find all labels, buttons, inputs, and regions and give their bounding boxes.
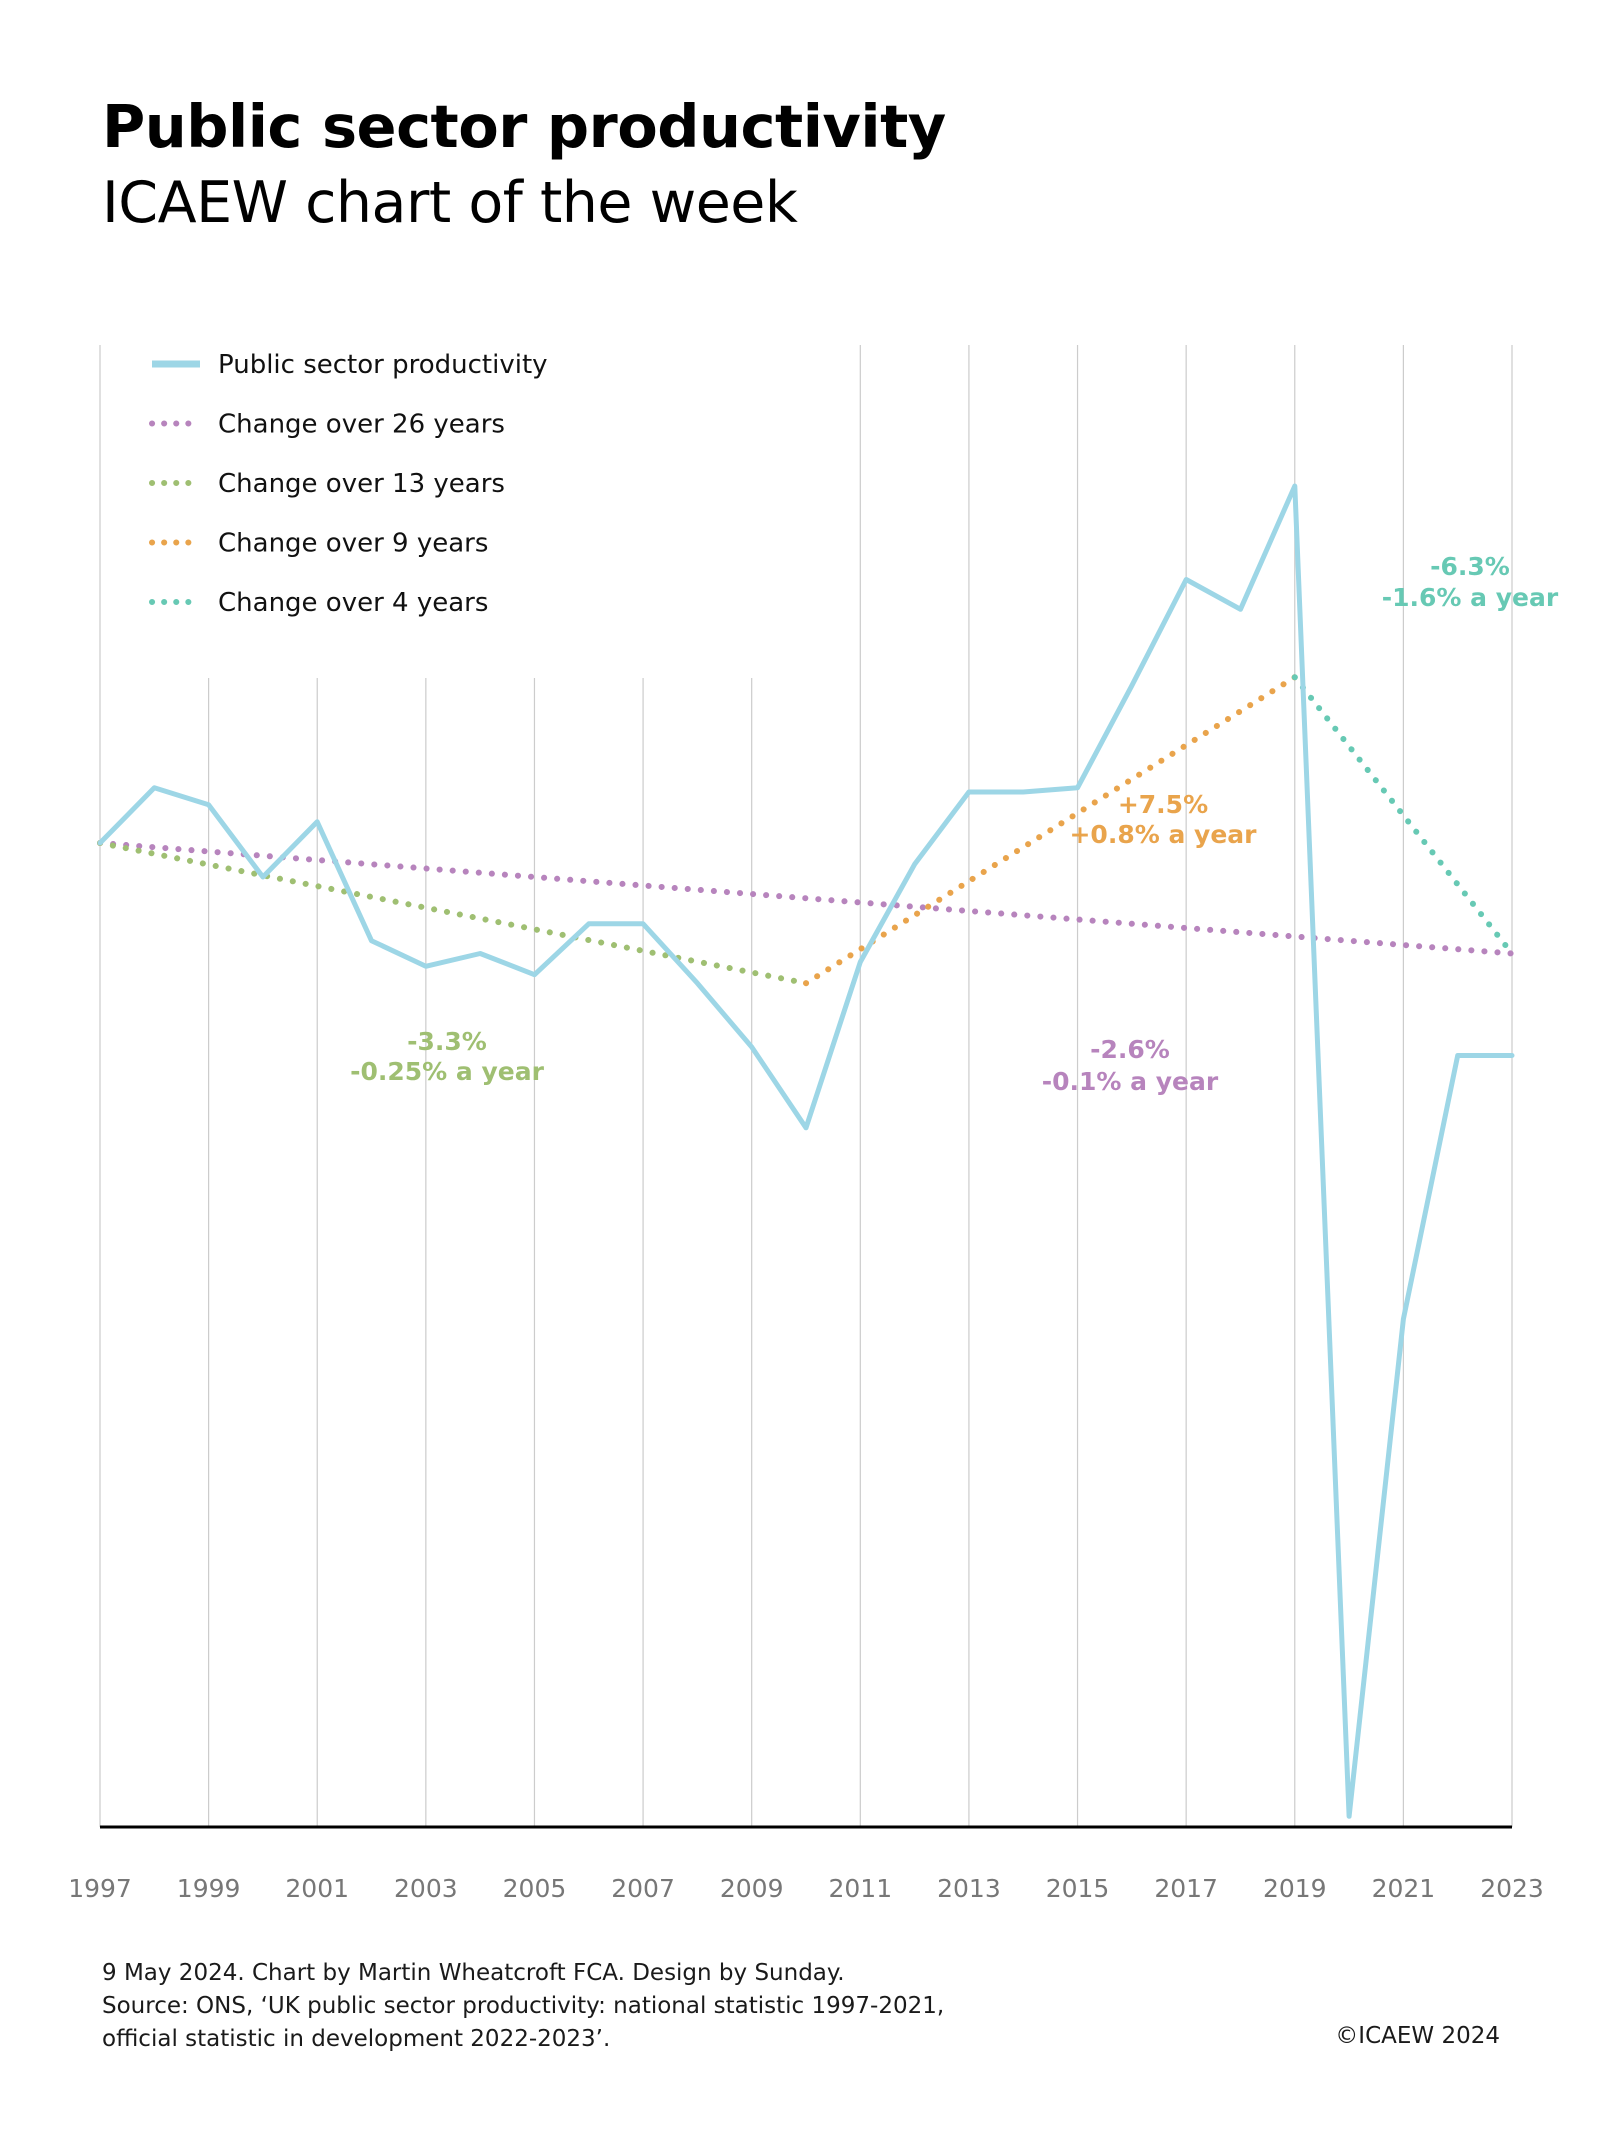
footer: 9 May 2024. Chart by Martin Wheatcroft F… bbox=[102, 1957, 944, 2056]
x-tick-label-1999: 1999 bbox=[177, 1874, 241, 1903]
footer-date-credit: 9 May 2024. Chart by Martin Wheatcroft F… bbox=[102, 1960, 845, 1986]
x-tick-label-2021: 2021 bbox=[1372, 1874, 1436, 1903]
series-line-change26 bbox=[97, 840, 1515, 957]
x-tick-label-2011: 2011 bbox=[828, 1874, 892, 1903]
x-tick-label-2015: 2015 bbox=[1046, 1874, 1110, 1903]
gridlines bbox=[99, 345, 1513, 1827]
annotations: -3.3%-0.25% a year -2.6% -0.1% a year +7.5%… bbox=[350, 552, 1559, 1096]
annotation-change4-annual: -1.6% a year bbox=[1382, 583, 1559, 612]
series-line-productivity bbox=[97, 483, 1515, 1819]
footer-source-cont: official statistic in development 2022-2… bbox=[102, 2026, 611, 2052]
x-tick-label-2017: 2017 bbox=[1154, 1874, 1218, 1903]
annotation-change9-total: +7.5% bbox=[1118, 790, 1208, 819]
x-tick-label-2007: 2007 bbox=[611, 1874, 675, 1903]
legend: Public sector productivity Change over 26… bbox=[149, 350, 548, 618]
footer-source: Source: ONS, ‘UK public sector productiv… bbox=[102, 1993, 945, 2019]
x-tick-label-2019: 2019 bbox=[1263, 1874, 1327, 1903]
x-tick-label-1997: 1997 bbox=[68, 1874, 132, 1903]
x-tick-label-2009: 2009 bbox=[720, 1874, 784, 1903]
copyright: ©ICAEW 2024 bbox=[1335, 2023, 1500, 2049]
chart-subtitle: ICAEW chart of the week bbox=[102, 170, 798, 236]
chart-title: Public sector productivity bbox=[102, 92, 946, 161]
legend-label-productivity: Public sector productivity bbox=[218, 350, 548, 380]
x-tick-label-2003: 2003 bbox=[394, 1874, 458, 1903]
annotation-change26-annual: -0.1% a year bbox=[1042, 1067, 1219, 1096]
x-tick-label-2023: 2023 bbox=[1480, 1874, 1544, 1903]
legend-label-change9: Change over 9 years bbox=[218, 529, 488, 559]
annotation-change4-total: -6.3% bbox=[1430, 552, 1510, 581]
annotation-change13-annual: -0.25% a year bbox=[350, 1057, 545, 1086]
series-line-change9 bbox=[803, 674, 1298, 987]
legend-label-change4: Change over 4 years bbox=[218, 588, 488, 618]
series-line-change13 bbox=[97, 840, 809, 987]
annotation-change26-total: -2.6% bbox=[1090, 1035, 1170, 1064]
legend-label-change26: Change over 26 years bbox=[218, 410, 505, 440]
annotation-change9-annual: +0.8% a year bbox=[1069, 820, 1257, 849]
x-tick-label-2005: 2005 bbox=[503, 1874, 567, 1903]
x-tick-label-2001: 2001 bbox=[285, 1874, 349, 1903]
legend-label-change13: Change over 13 years bbox=[218, 469, 505, 499]
x-tick-label-2013: 2013 bbox=[937, 1874, 1001, 1903]
annotation-change13-total: -3.3% bbox=[407, 1027, 487, 1056]
x-axis-ticks: 1997 1999 2001 2003 2005 2007 2009 2011 2013 2015… bbox=[68, 1874, 1544, 1903]
series bbox=[97, 483, 1515, 1819]
